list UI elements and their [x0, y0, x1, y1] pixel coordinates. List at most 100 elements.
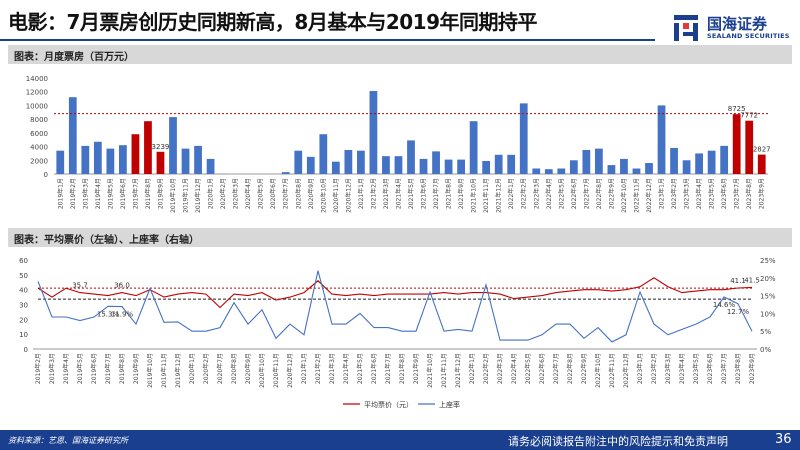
- y-tick-label: 10000: [26, 102, 48, 110]
- bar: [106, 148, 115, 174]
- x-tick-label: 2021年11月: [440, 353, 448, 388]
- bar: [557, 168, 566, 174]
- x-tick-label: 2021年10月: [426, 353, 434, 388]
- x-tick-label: 2022年7月: [582, 178, 590, 209]
- bar: [519, 103, 528, 174]
- x-tick-label: 2023年2月: [670, 178, 678, 209]
- x-tick-label: 2021年6月: [370, 353, 378, 384]
- x-tick-label: 2022年9月: [607, 178, 615, 209]
- x-tick-label: 2022年12月: [622, 353, 630, 388]
- x-tick-label: 2019年5月: [106, 178, 114, 209]
- x-tick-label: 2021年10月: [470, 178, 478, 213]
- x-tick-label: 2021年8月: [445, 178, 453, 209]
- avg-price-line: [37, 277, 753, 309]
- x-tick-label: 2020年12月: [286, 353, 294, 388]
- data-label: 2827: [753, 146, 771, 154]
- x-tick-label: 2021年12月: [495, 178, 503, 213]
- bar: [544, 169, 553, 174]
- bar: [632, 168, 641, 174]
- x-tick-label: 2020年10月: [258, 353, 266, 388]
- bar: [532, 168, 541, 174]
- x-tick-label: 2021年5月: [356, 353, 364, 384]
- x-tick-label: 2019年9月: [156, 178, 164, 209]
- x-tick-label: 2022年5月: [557, 178, 565, 209]
- bar: [494, 154, 503, 174]
- data-label: 15.3%: [97, 310, 120, 318]
- logo-mark-icon: [674, 15, 698, 41]
- box-office-bar-chart: 0 2000 4000 6000 8000 10000 12000 14000 2019年1月 2…: [26, 75, 771, 213]
- y-tick-label: 8000: [30, 116, 48, 124]
- bar: [670, 147, 678, 174]
- x-tick-label: 2019年6月: [119, 178, 127, 209]
- bar: [382, 156, 390, 174]
- x-tick-label: 2020年9月: [244, 353, 252, 384]
- x-tick-label: 2022年8月: [566, 353, 574, 384]
- bar: [319, 134, 328, 174]
- x-tick-label: 2019年3月: [81, 178, 89, 209]
- x-tick-label: 2021年3月: [328, 353, 336, 384]
- y-right-tick-label: 0%: [760, 346, 771, 354]
- data-label: 41.5: [744, 276, 760, 284]
- footer-source: 资料来源：艺恩、国海证券研究所: [8, 436, 128, 445]
- x-tick-label: 2022年7月: [552, 353, 560, 384]
- x-tick-label: 2021年5月: [407, 178, 415, 209]
- bar: [369, 91, 378, 174]
- bar: [331, 161, 340, 174]
- x-tick-label: 2019年10月: [146, 353, 154, 388]
- x-tick-label: 2023年3月: [664, 353, 672, 384]
- x-tick-label: 2020年9月: [307, 178, 315, 209]
- x-tick-label: 2021年4月: [394, 178, 402, 209]
- x-tick-label: 2021年9月: [412, 353, 420, 384]
- x-tick-label: 2019年2月: [69, 178, 77, 209]
- footer-disclaimer: 请务必阅读报告附注中的风险提示和免责声明: [508, 435, 728, 448]
- x-tick-label: 2022年5月: [524, 353, 532, 384]
- y-tick-label: 4000: [30, 144, 48, 152]
- x-tick-label: 2022年4月: [545, 178, 553, 209]
- x-tick-label: 2019年12月: [194, 178, 202, 213]
- x-tick-label: 2021年1月: [357, 178, 365, 209]
- x-tick-label: 2019年9月: [132, 353, 140, 384]
- data-label: 3239: [152, 143, 170, 151]
- x-tick-label: 2021年2月: [369, 178, 377, 209]
- footer: 资料来源：艺恩、国海证券研究所 请务必阅读报告附注中的风险提示和免责声明 36: [0, 430, 800, 450]
- x-tick-label: 2019年7月: [104, 353, 112, 384]
- x-tick-label: 2020年2月: [219, 178, 227, 209]
- y-right-tick-label: 15%: [760, 293, 776, 301]
- x-tick-label: 2019年5月: [76, 353, 84, 384]
- bar: [294, 150, 303, 174]
- x-tick-label: 2023年1月: [636, 353, 644, 384]
- page-number: 36: [775, 432, 792, 447]
- x-tick-label: 2023年8月: [734, 353, 742, 384]
- bar: [68, 97, 77, 174]
- legend-label-price: 平均票价（元）: [364, 400, 413, 409]
- x-tick-label: 2023年5月: [692, 353, 700, 384]
- x-tick-label: 2022年2月: [482, 353, 490, 384]
- x-tick-label: 2022年6月: [538, 353, 546, 384]
- x-tick-label: 2020年8月: [230, 353, 238, 384]
- logo-subtext: SEALAND SECURITIES: [707, 32, 790, 40]
- x-tick-label: 2021年6月: [420, 178, 428, 209]
- x-tick-label: 2020年7月: [282, 178, 290, 209]
- bar: [457, 159, 465, 174]
- x-tick-label: 2022年2月: [520, 178, 528, 209]
- y-right-tick-label: 10%: [760, 310, 776, 318]
- x-tick-label: 2020年11月: [332, 178, 340, 213]
- bar: [394, 156, 403, 174]
- x-tick-label: 2022年6月: [570, 178, 578, 209]
- x-tick-label: 2019年11月: [182, 178, 190, 213]
- y-tick-label: 12000: [26, 89, 48, 97]
- x-tick-label: 2020年1月: [188, 353, 196, 384]
- y-left-tick-label: 0: [24, 346, 28, 354]
- x-tick-label: 2023年9月: [758, 178, 766, 209]
- y-tick-label: 6000: [30, 130, 48, 138]
- bar: [595, 148, 603, 174]
- bar: [695, 153, 703, 174]
- x-tick-label: 2019年8月: [118, 353, 126, 384]
- bar: [407, 140, 415, 174]
- x-tick-label: 2021年7月: [432, 178, 440, 209]
- chart2-caption: 图表：平均票价（左轴）、上座率（右轴）: [14, 235, 199, 246]
- bar: [281, 172, 290, 174]
- bar: [444, 159, 453, 174]
- x-tick-label: 2020年6月: [269, 178, 277, 209]
- bar: [169, 117, 177, 174]
